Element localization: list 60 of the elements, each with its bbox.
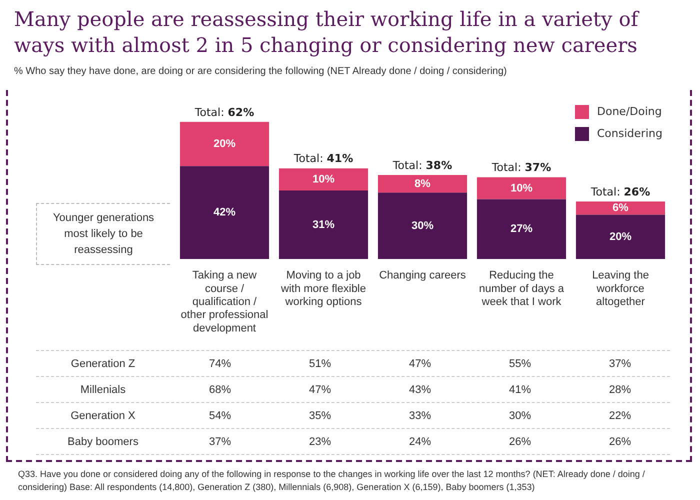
- total-label: Total: 37%: [490, 161, 552, 174]
- data-label: 28%: [608, 384, 632, 396]
- data-label: 22%: [608, 410, 632, 422]
- data-label: 47%: [408, 358, 432, 370]
- data-label: 68%: [208, 384, 232, 396]
- chart-subtitle: % Who say they have done, are doing or are considering the following (NET Already done / doing / considering): [14, 66, 507, 77]
- data-label: 35%: [308, 410, 332, 422]
- data-label: 43%: [408, 384, 432, 396]
- data-label: 26%: [508, 436, 532, 448]
- text: Younger generations most likely to be reassessing: [36, 203, 170, 265]
- bar: [180, 122, 270, 166]
- data-label: 51%: [308, 358, 332, 370]
- data-label: 24%: [408, 436, 432, 448]
- bar: [278, 168, 368, 190]
- data-label: 33%: [408, 410, 432, 422]
- data-label: 26%: [608, 436, 632, 448]
- x-tick-label: Taking a new course / qualification / other professional development: [180, 270, 268, 334]
- data-label: 27%: [510, 223, 533, 236]
- data-label: 30%: [411, 220, 434, 232]
- data-label: 47%: [308, 384, 332, 396]
- data-label: 37%: [608, 358, 632, 370]
- data-label: 54%: [208, 410, 232, 422]
- y-tick-label: Baby boomers: [66, 436, 140, 448]
- data-label: 42%: [213, 206, 236, 219]
- data-label: 10%: [312, 173, 335, 186]
- total-label: Total: 41%: [292, 152, 354, 166]
- y-tick-label: Generation Z: [70, 358, 136, 370]
- x-tick-label: Reducing the number of days a week that I work: [479, 270, 565, 308]
- total-label: Total: 26%: [590, 185, 650, 198]
- data-label: 74%: [208, 358, 232, 370]
- bar: [476, 177, 566, 200]
- bar: [576, 214, 666, 259]
- bar: [476, 199, 566, 259]
- x-tick-label: Leaving the workforce altogether: [592, 270, 649, 308]
- chart-title: Many people are reassessing their working life in a variety of ways with almost 2 in 5 changing or considering new careers: [14, 6, 640, 58]
- bar: [378, 174, 468, 193]
- x-tick-label: Changing careers: [379, 270, 466, 282]
- total-label: Total: 38%: [392, 158, 452, 172]
- total-label: Total: 62%: [194, 106, 254, 119]
- legend-label: Considering: [597, 126, 662, 140]
- data-label: 20%: [213, 138, 236, 150]
- data-label: 55%: [508, 358, 532, 370]
- x-tick-label: Moving to a job with more flexible working options: [280, 270, 366, 308]
- bar: [576, 202, 666, 215]
- data-label: 30%: [508, 410, 532, 422]
- data-label: 20%: [609, 230, 632, 243]
- y-tick-label: Generation X: [70, 410, 136, 422]
- bar: [378, 192, 468, 259]
- data-label: 6%: [612, 202, 629, 214]
- data-label: 23%: [308, 436, 332, 448]
- text: Q33. Have you done or considered doing any of the following in response to the changes in working life over the last 12 months? (NET: Already done / doing / considering) Base: All respondents (14,800), Generation Z (380), Millennials (6,908), Generation X (6,159), Baby boomers (1,353): [18, 468, 646, 494]
- data-label: 31%: [312, 218, 335, 231]
- data-label: 37%: [208, 436, 232, 448]
- y-tick-label: Millenials: [79, 384, 127, 396]
- bar: [180, 166, 270, 259]
- bar: [278, 190, 368, 259]
- data-label: 10%: [510, 182, 533, 194]
- legend-label: Done/Doing: [597, 104, 662, 118]
- data-label: 8%: [414, 178, 431, 190]
- data-label: 41%: [508, 384, 532, 396]
